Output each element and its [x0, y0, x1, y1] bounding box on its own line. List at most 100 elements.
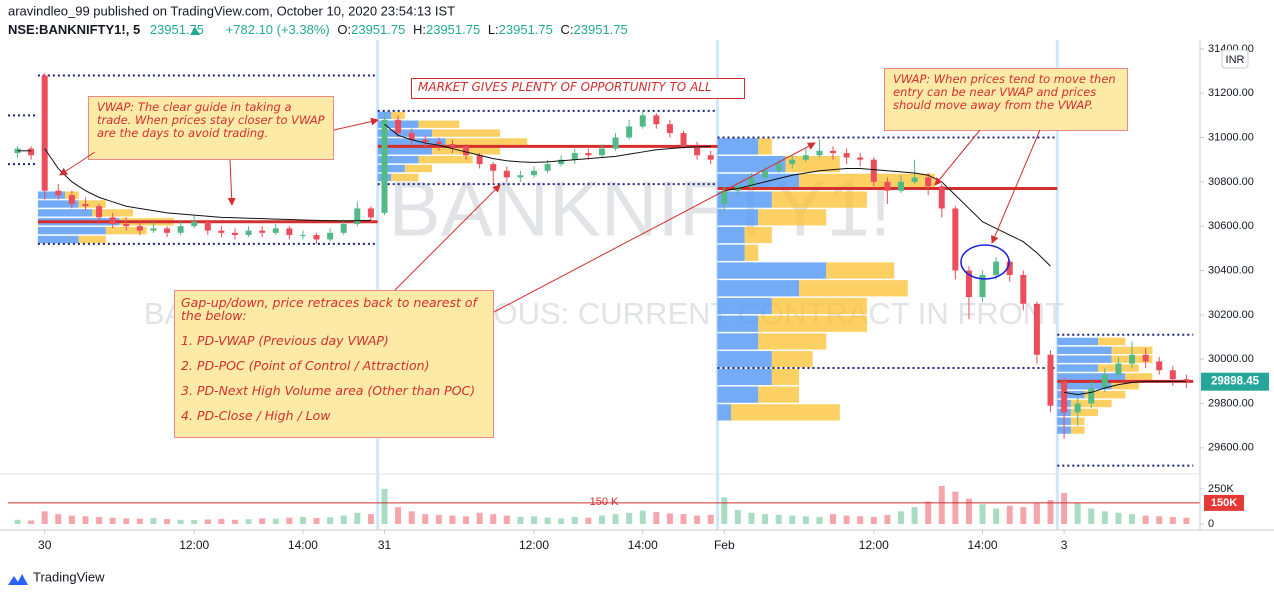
profile-up [37, 209, 93, 217]
profile-down [771, 368, 800, 386]
candle-body [802, 155, 809, 160]
profile-up [717, 386, 759, 403]
volume-bar [517, 516, 524, 524]
candle-body [245, 230, 252, 236]
profile-down [758, 315, 868, 332]
volume-marker-axis-label: 150K [1211, 497, 1237, 509]
volume-bar [245, 519, 252, 524]
vwap-line [1063, 380, 1187, 396]
change: +782.10 (+3.38%) [226, 22, 330, 37]
candle-body [503, 170, 510, 178]
candle-body [748, 177, 755, 187]
profile-up [1057, 355, 1112, 363]
profile-down [785, 156, 840, 173]
volume-bar [775, 514, 782, 524]
profile-down [1111, 382, 1139, 390]
candle-body [897, 181, 904, 191]
volume-bar [204, 519, 211, 524]
volume-bar [503, 515, 510, 524]
note-text: VWAP: When prices tend to move then entr… [884, 68, 1128, 131]
profile-up [37, 200, 79, 208]
volume-bar [14, 519, 21, 524]
o-label: O: [337, 22, 351, 37]
volume-bar [299, 516, 306, 524]
arrow [227, 159, 236, 206]
o-value: 23951.75 [351, 22, 405, 37]
note-gap: Gap-up/down, price retraces back to near… [174, 290, 494, 438]
volume-bar [55, 514, 62, 524]
candle-body [1061, 381, 1068, 413]
note-line: 1. PD-VWAP (Previous day VWAP) [181, 333, 389, 348]
candle-body [938, 186, 945, 209]
candle-body [531, 170, 538, 176]
h-label: H: [413, 22, 426, 37]
volume-bar [911, 507, 918, 524]
note-list: Gap-up/down, price retraces back to near… [174, 290, 494, 438]
volume-bar [1101, 511, 1108, 524]
candle-body [558, 159, 565, 165]
candle-body [408, 133, 415, 140]
arrow [493, 142, 816, 313]
note-line: 4. PD-Close / High / Low [181, 408, 331, 423]
volume-bar [952, 491, 959, 524]
candle-body [259, 230, 266, 233]
c-label: C: [561, 22, 574, 37]
volume-bar [340, 515, 347, 524]
profile-down [744, 244, 759, 261]
profile-up [717, 244, 745, 261]
candle-body [435, 141, 442, 145]
volume-bar [734, 509, 741, 524]
profile-down [744, 226, 772, 244]
volume-bar [28, 520, 35, 524]
note-line: Gap-up/down, price retraces back to near… [181, 295, 477, 323]
volume-bar [598, 515, 605, 524]
vwap-line [724, 168, 1051, 267]
profile-down [1070, 426, 1085, 434]
profile-down [826, 262, 895, 279]
candle-body [136, 226, 143, 231]
note-vwap-guide: VWAP: The clear guide in taking a trade.… [88, 96, 334, 160]
volume-bar [1183, 517, 1190, 524]
note-vwap-entry: VWAP: When prices tend to move then entr… [884, 68, 1128, 131]
candle-body [96, 206, 103, 218]
candle-body [1169, 370, 1176, 380]
volume-bar [789, 515, 796, 524]
volume-bar [748, 512, 755, 524]
volume-bar [707, 514, 714, 524]
candle-body [1047, 354, 1054, 406]
volume-bar [231, 519, 238, 524]
volume-bar [1047, 500, 1054, 524]
x-tick-label: 12:00 [179, 538, 209, 552]
profile-up [37, 235, 79, 244]
profile-up [717, 368, 772, 386]
candle-body [952, 208, 959, 271]
volume-bar [938, 486, 945, 524]
plot-layer: 150 K 150K 0 250K 29600.00 29800.00 30000.00 30… [8, 40, 1269, 552]
volume-bar [585, 517, 592, 524]
l-value: 23951.75 [499, 22, 553, 37]
note-text: VWAP: The clear guide in taking a trade.… [88, 96, 334, 160]
volume-bar [422, 514, 429, 524]
profile-up [37, 226, 106, 235]
volume-bar [463, 516, 470, 524]
profile-up [717, 404, 732, 421]
candle-body [476, 155, 483, 165]
volume-bar [164, 519, 171, 524]
arrow [333, 117, 379, 131]
candle-body [327, 232, 334, 240]
y-tick-label: 31000.00 [1208, 131, 1254, 143]
candle-body [218, 230, 225, 233]
volume-bar [857, 516, 864, 524]
published: aravindleo_99 published on TradingView.c… [8, 3, 455, 18]
volume-bar [490, 514, 497, 524]
volume-bar [571, 516, 578, 524]
candle-body [694, 146, 701, 156]
volume-bar [1033, 502, 1040, 524]
volume-bar [721, 497, 728, 524]
profile-down [1070, 408, 1099, 417]
profile-down [418, 120, 460, 128]
profile-down [758, 333, 827, 350]
note-text: MARKET GIVES PLENTY OF OPPORTUNITY TO AL… [411, 78, 745, 99]
candle-body [177, 226, 184, 233]
profile-down [432, 129, 501, 137]
